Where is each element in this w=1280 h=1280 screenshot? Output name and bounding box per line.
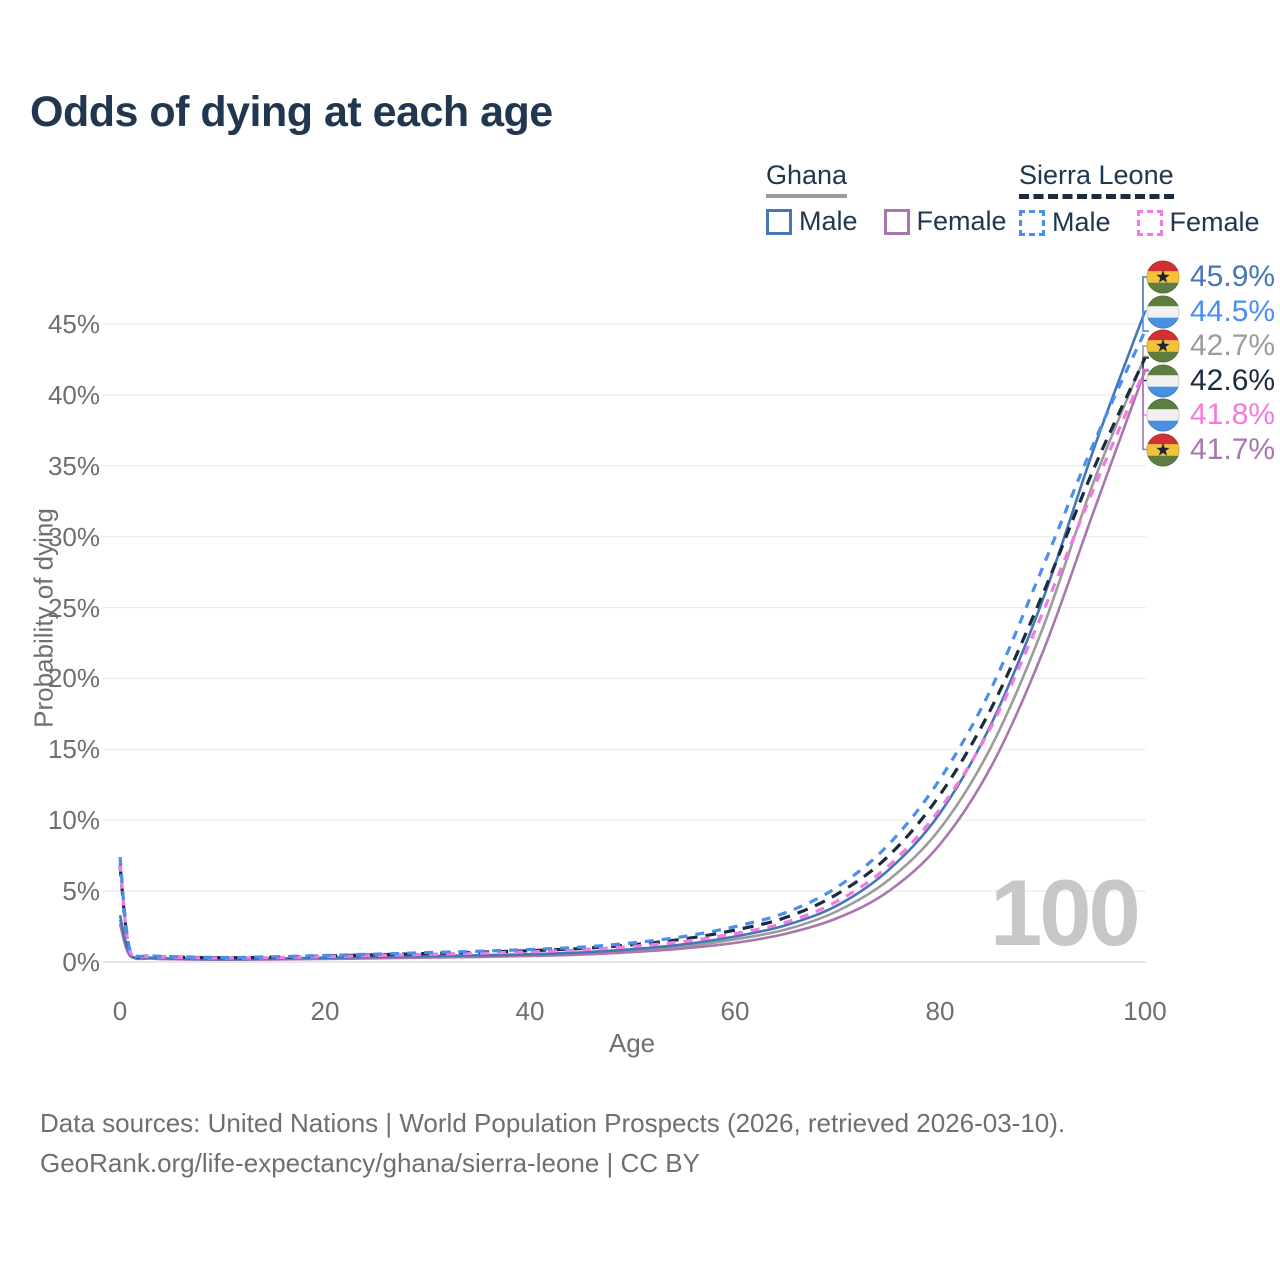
legend-item-sierra-leone-male[interactable]: Male	[1019, 207, 1111, 238]
y-tick-40: 40%	[47, 379, 100, 410]
footer-data-sources: Data sources: United Nations | World Pop…	[40, 1108, 1066, 1138]
sierra-leone-male-swatch	[1019, 209, 1045, 236]
legend-label: Male	[1052, 207, 1111, 237]
y-tick-30: 30%	[47, 521, 100, 552]
sierra-leone-flag-icon	[1146, 294, 1180, 329]
page-title: Odds of dying at each age	[30, 88, 553, 136]
end-flag-ghana-male	[1146, 260, 1180, 294]
ghana-male-swatch	[766, 208, 792, 235]
series-line-sierra-leone-male	[118, 330, 1147, 960]
footer-attribution: GeoRank.org/life-expectancy/ghana/sierra…	[40, 1148, 700, 1178]
ghana-flag-icon	[1146, 329, 1180, 363]
x-tick-60: 60	[720, 996, 750, 1026]
watermark-age-100: 100	[990, 860, 1141, 965]
legend-group-sierra-leone: Sierra Leone Male Female	[1019, 160, 1260, 238]
legend-item-sierra-leone-female[interactable]: Female	[1136, 207, 1260, 238]
x-axis-label: Age	[608, 1028, 656, 1058]
end-label-value-sierra-leone-male: 44.5%	[1190, 294, 1276, 328]
legend-item-ghana-male[interactable]: Male	[766, 206, 858, 237]
legend-label: Female	[916, 206, 1007, 236]
x-tick-0: 0	[112, 996, 128, 1026]
sierra-leone-flag-icon	[1146, 363, 1180, 398]
series-line-sierra-leone-female	[118, 368, 1147, 960]
y-tick-10: 10%	[47, 805, 100, 836]
x-tick-40: 40	[515, 996, 545, 1026]
ghana-flag-icon	[1146, 432, 1180, 467]
y-tick-15: 15%	[47, 734, 100, 765]
end-flag-sierra-leone-female	[1146, 398, 1180, 432]
y-tick-25: 25%	[47, 592, 100, 623]
end-label-value-ghana-female: 41.7%	[1190, 432, 1276, 466]
legend-title-sierra-leone: Sierra Leone	[1019, 160, 1174, 199]
y-tick-5: 5%	[62, 876, 100, 907]
x-tick-100: 100	[1123, 996, 1167, 1026]
sierra-leone-flag-icon	[1146, 398, 1180, 432]
ghana-flag-icon	[1146, 260, 1180, 294]
y-tick-45: 45%	[47, 309, 100, 339]
ghana-female-swatch	[883, 208, 910, 235]
legend-item-ghana-female[interactable]: Female	[883, 206, 1007, 237]
sierra-leone-female-swatch	[1136, 209, 1163, 236]
legend-group-ghana: Ghana Male Female	[766, 160, 1007, 237]
y-tick-20: 20%	[47, 663, 100, 694]
y-tick-0: 0%	[62, 947, 100, 977]
y-tick-35: 35%	[47, 450, 100, 481]
end-flag-sierra-leone-male	[1146, 294, 1180, 329]
end-label-value-ghana-male: 45.9%	[1190, 260, 1276, 293]
legend-title-ghana: Ghana	[766, 160, 848, 198]
end-flag-ghana-total	[1146, 329, 1180, 363]
end-label-value-sierra-leone-total: 42.6%	[1190, 363, 1276, 397]
end-flag-sierra-leone-total	[1146, 363, 1180, 398]
x-tick-20: 20	[310, 996, 340, 1026]
end-label-value-ghana-total: 42.7%	[1190, 329, 1276, 362]
end-flag-ghana-female	[1146, 432, 1180, 467]
legend-label: Male	[799, 206, 858, 236]
x-tick-80: 80	[925, 996, 955, 1026]
legend-label: Female	[1169, 207, 1260, 237]
end-label-value-sierra-leone-female: 41.8%	[1190, 398, 1276, 431]
